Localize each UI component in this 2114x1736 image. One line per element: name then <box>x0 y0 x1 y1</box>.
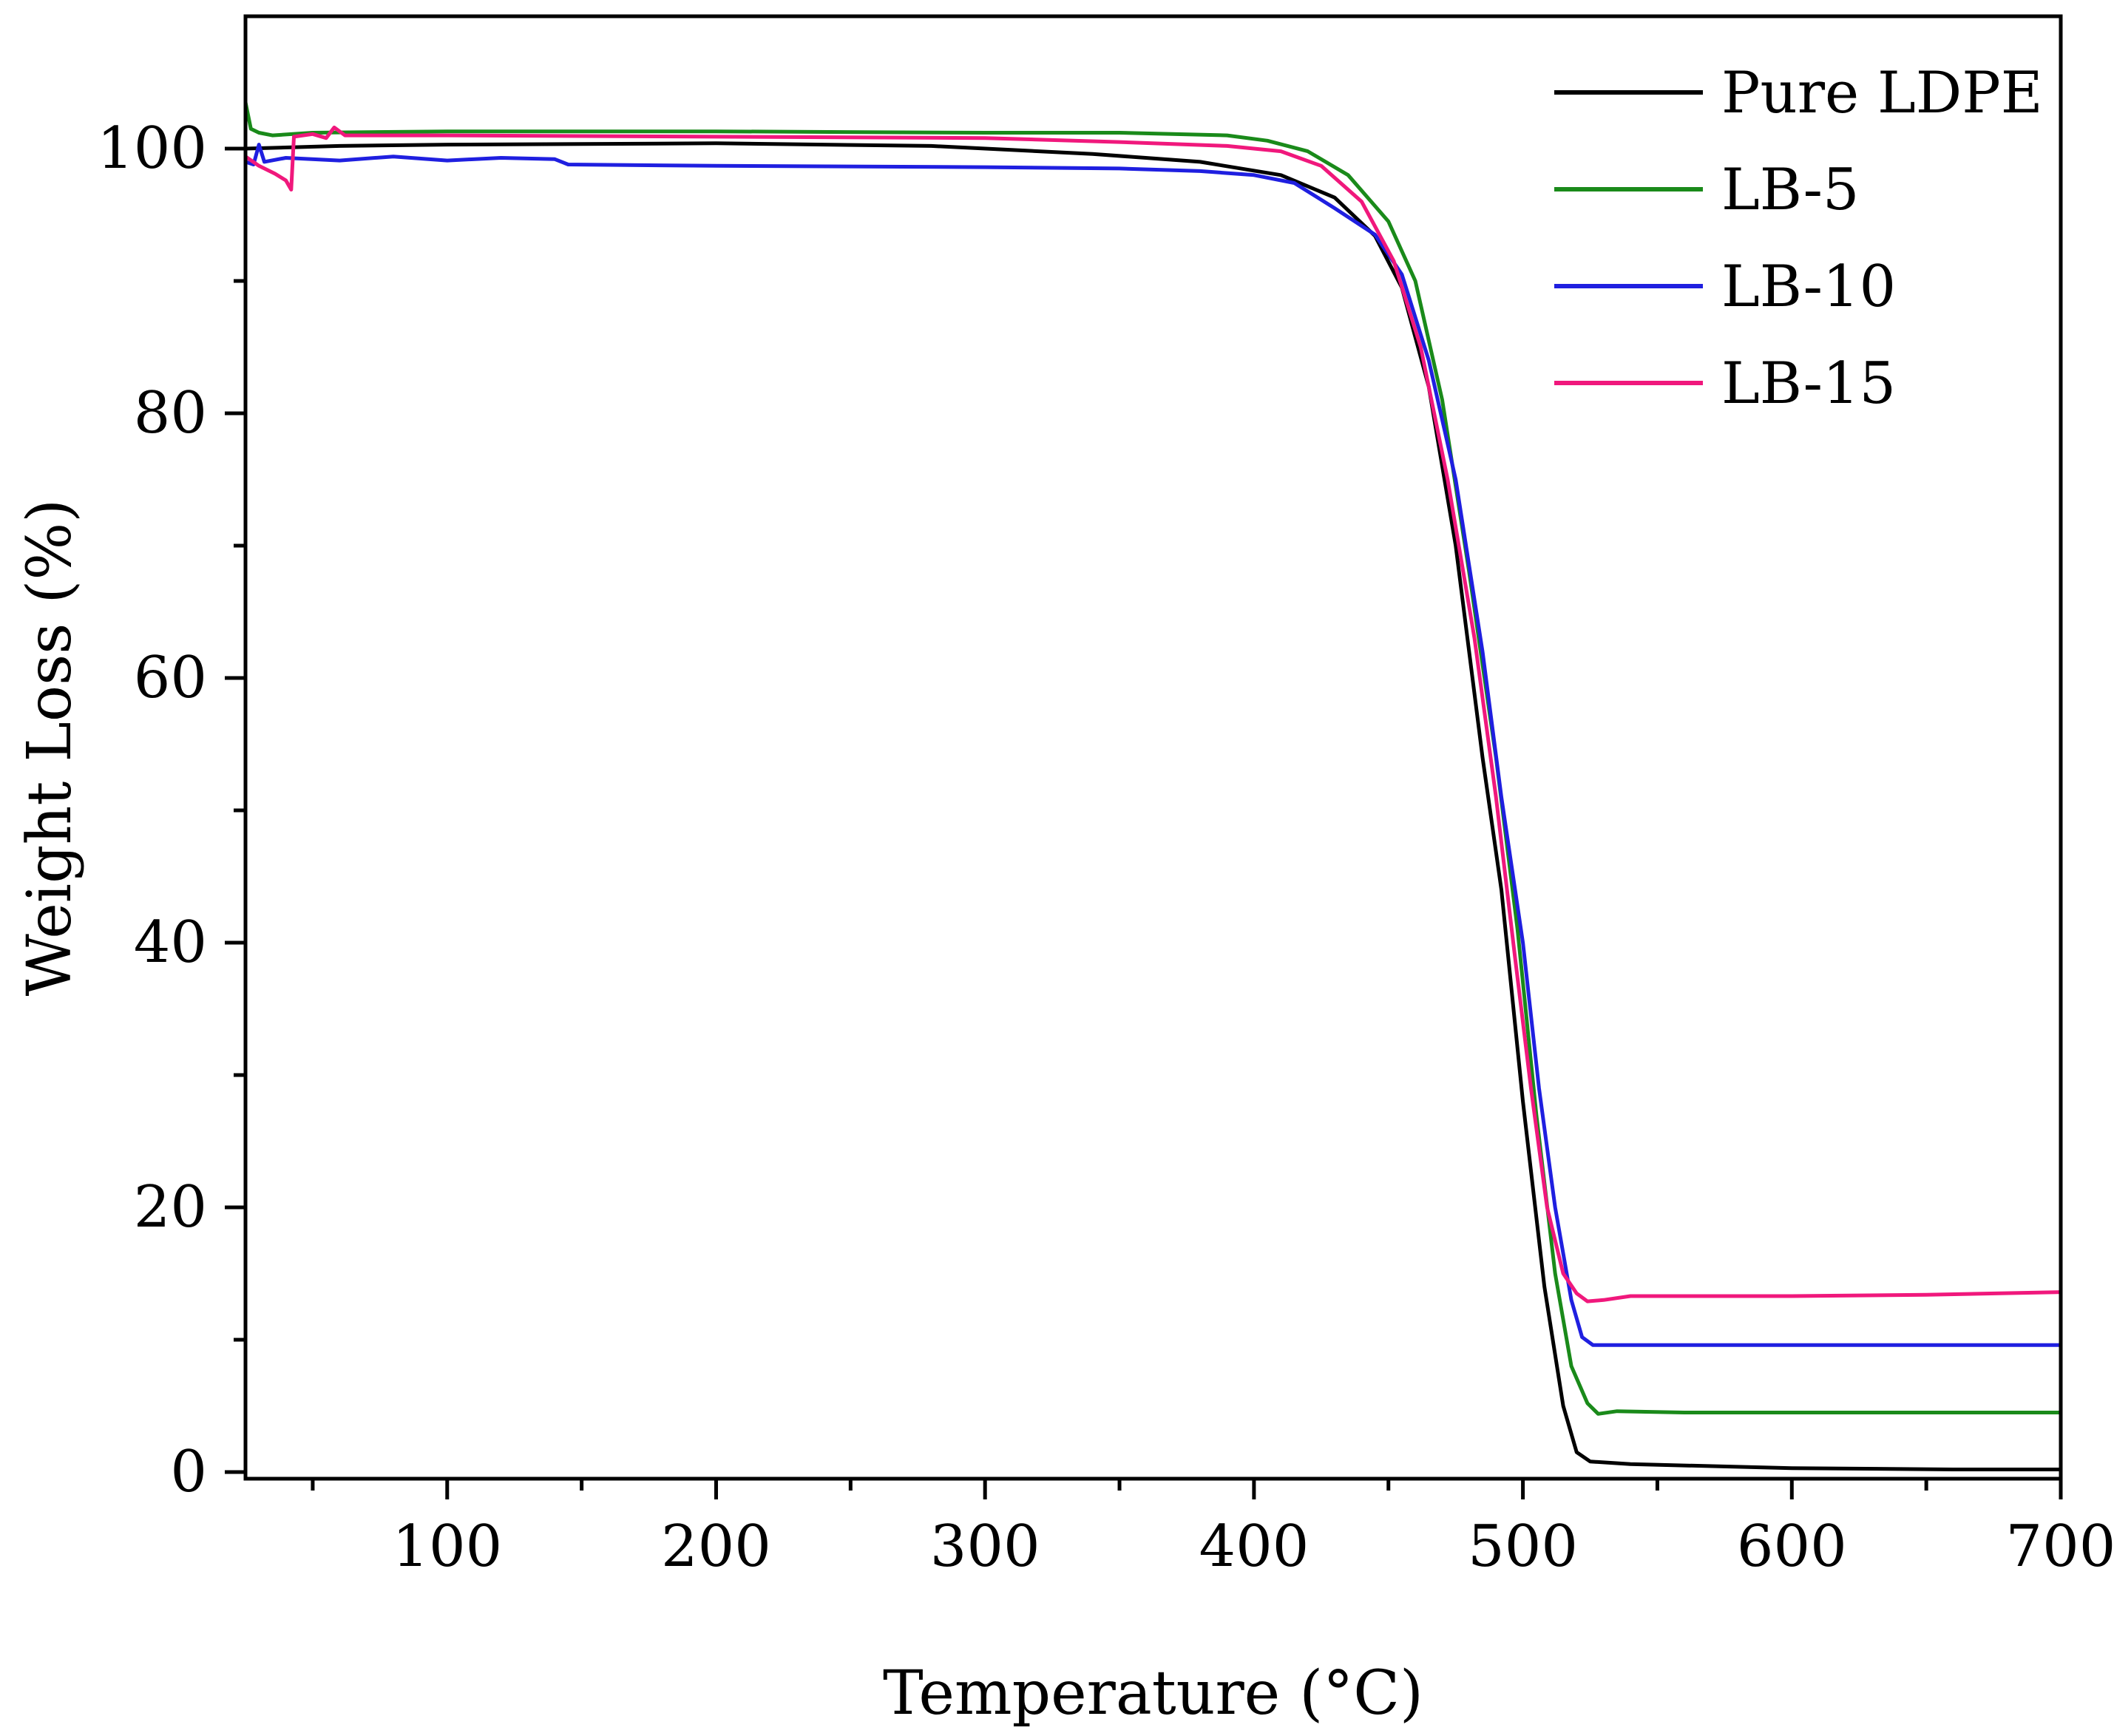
tick-labels-layer: 100 200 300 400 500 600 700 0 20 40 60 80 100 <box>97 115 2114 1580</box>
x-tick-label: 500 <box>1468 1513 1578 1580</box>
legend-label-4: LB-15 <box>1721 350 1896 417</box>
series-line-2 <box>243 101 2061 1416</box>
legend-label-1: Pure LDPE <box>1721 60 2043 126</box>
ticks-layer <box>225 146 2063 1499</box>
x-tick-label: 100 <box>392 1513 502 1580</box>
legend-label-2: LB-5 <box>1721 157 1860 223</box>
plot-frame <box>243 14 2063 1481</box>
y-tick-label: 40 <box>134 909 207 976</box>
y-tick-label: 20 <box>134 1174 207 1241</box>
x-tick-label: 200 <box>661 1513 771 1580</box>
series-layer <box>243 101 2062 1471</box>
x-tick-label: 700 <box>2006 1513 2114 1580</box>
series-line-3 <box>245 143 2061 1347</box>
x-axis-title: Temperature (°C) <box>883 1658 1423 1729</box>
x-tick-label: 400 <box>1199 1513 1309 1580</box>
legend: Pure LDPE LB-5 LB-10 LB-15 <box>1554 60 2043 417</box>
legend-label-3: LB-10 <box>1721 254 1896 320</box>
series-line-1 <box>245 141 2061 1471</box>
x-tick-label: 600 <box>1737 1513 1847 1580</box>
y-tick-label: 100 <box>97 115 207 182</box>
y-tick-label: 80 <box>134 380 207 447</box>
x-tick-label: 300 <box>930 1513 1040 1580</box>
y-tick-label: 60 <box>134 645 207 711</box>
series-line-4 <box>244 125 2062 1303</box>
y-axis-title: Weight Loss (%) <box>15 499 85 997</box>
y-tick-label: 0 <box>170 1439 207 1505</box>
